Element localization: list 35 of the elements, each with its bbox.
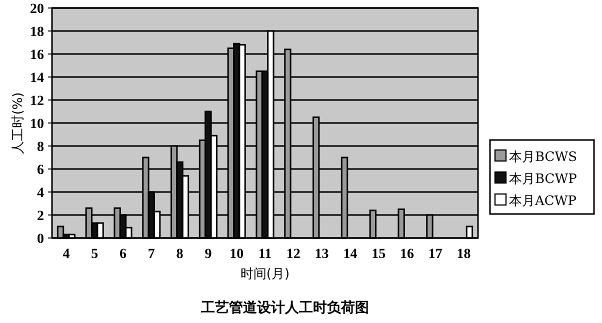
y-tick-label: 10 <box>30 117 44 132</box>
x-tick-label: 4 <box>62 247 70 262</box>
x-tick-label: 14 <box>343 247 358 262</box>
y-tick-label: 0 <box>37 232 44 247</box>
x-tick-label: 8 <box>176 247 184 262</box>
x-tick-label: 6 <box>120 247 126 262</box>
y-tick-label: 18 <box>30 25 44 40</box>
legend-item: 本月BCWS <box>494 149 578 165</box>
x-tick-label: 10 <box>230 247 244 262</box>
x-tick-label: 12 <box>286 247 300 262</box>
legend-label: 本月BCWS <box>509 150 578 165</box>
x-tick-label: 11 <box>258 247 272 262</box>
y-tick-label: 8 <box>37 140 44 155</box>
y-tick-label: 4 <box>37 186 44 201</box>
x-tick-label: 18 <box>456 247 471 262</box>
y-tick-label: 14 <box>30 71 44 86</box>
x-tick-label: 9 <box>204 247 212 262</box>
legend-label: 本月ACWP <box>509 194 577 209</box>
legend-item: 本月ACWP <box>494 193 576 209</box>
legend-label: 本月BCWP <box>509 172 578 187</box>
legend-item: 本月BCWP <box>494 171 577 187</box>
y-tick-label: 20 <box>30 2 44 17</box>
y-tick-label: 12 <box>30 94 44 109</box>
y-tick-label: 6 <box>37 163 44 178</box>
y-axis-title: 人工时(%) <box>11 92 26 154</box>
text: 工艺管道设计人工时负荷图 <box>200 300 369 316</box>
x-tick-label: 16 <box>400 247 414 262</box>
x-axis-title: 时间(月) <box>240 267 290 282</box>
x-tick-label: 7 <box>148 247 155 262</box>
y-tick-label: 2 <box>37 209 44 224</box>
x-tick-label: 13 <box>314 247 329 262</box>
x-tick-label: 15 <box>372 247 386 262</box>
x-tick-label: 5 <box>91 247 98 262</box>
y-tick-label: 16 <box>30 48 44 63</box>
x-tick-label: 17 <box>428 247 442 262</box>
